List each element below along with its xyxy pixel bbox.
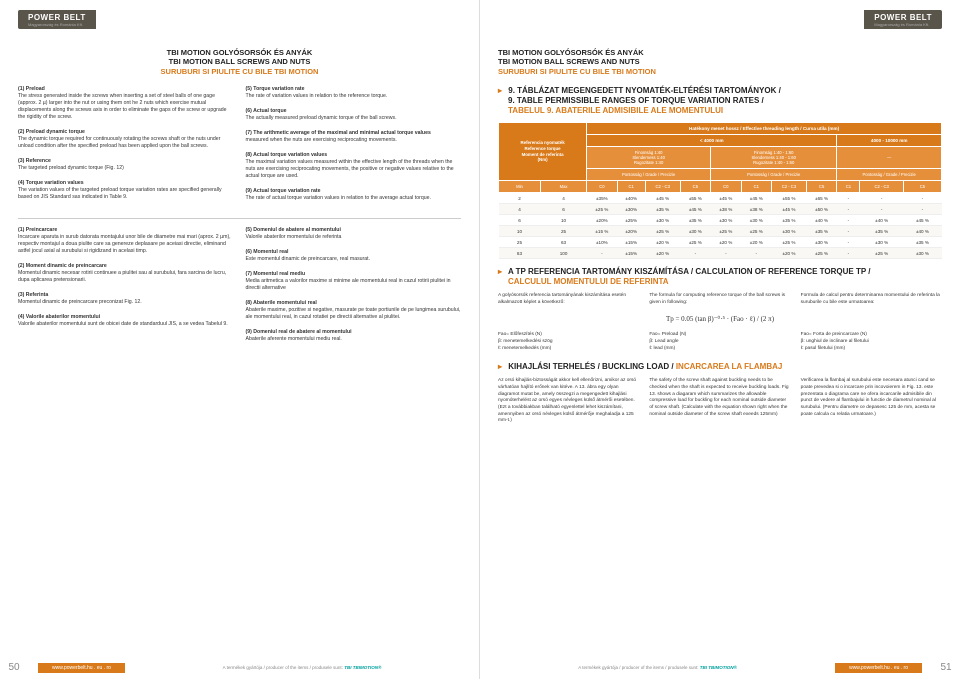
page-right: POWER BELT Magyarország és Románia Kft. …	[480, 0, 960, 679]
tp-formula: Tp = 0.05 (tan β)⁻⁰·⁵ · (Fao · ℓ) / (2 π…	[498, 315, 942, 323]
tp-legend: Fao= Előfeszítés (N)β: menetemelkedési s…	[498, 331, 942, 353]
brand-bar-right: POWER BELT Magyarország és Románia Kft.	[864, 10, 942, 29]
paragraph: (5) Torque variation rate The rate of va…	[246, 86, 462, 100]
brand-bar-left: POWER BELT Magyarország és Románia Kft.	[18, 10, 96, 29]
tp-intro-col: Formula de calcul pentru determinarea mo…	[801, 293, 942, 306]
arrow-icon: ▸	[498, 362, 502, 371]
paragraph: (8) Abaterile momentului real Abaterile …	[246, 300, 462, 321]
producer-left: A termékek gyártója / producer of the it…	[125, 665, 479, 670]
buckling-text: Az orsó kihajlás-biztosságát akkor kell …	[498, 378, 942, 425]
paragraph: (2) Preload dynamic torque The dynamic t…	[18, 129, 234, 150]
tbi-logo-icon: TBI	[344, 665, 351, 670]
defs-ro: (1) Preincarcare Incarcare aparuta in su…	[18, 227, 461, 351]
footer-left: 50 www.powerbelt.hu . eu . ro A termékek…	[0, 662, 479, 673]
col-b2: (5) Domeniul de abatere al momentului Va…	[246, 227, 462, 351]
paragraph: (2) Moment dinamic de preincarcare Momen…	[18, 263, 234, 284]
col-a2: (1) Preincarcare Incarcare aparuta in su…	[18, 227, 234, 351]
table-row: 2563±10%±15%±20 %±25 %±20 %±20 %±25 %±30…	[499, 237, 942, 248]
section-title-left: TBI MOTION GOLYÓSORSÓK ÉS ANYÁK TBI MOTI…	[18, 48, 461, 76]
paragraph: (5) Domeniul de abatere al momentului Va…	[246, 227, 462, 241]
table-side-label: Referencia nyomatékReference torqueMomen…	[499, 123, 587, 181]
brand-sub: Magyarország és Románia Kft.	[28, 22, 86, 27]
tbi-logo-icon: TBI	[700, 665, 707, 670]
brand-sub-r: Magyarország és Románia Kft.	[874, 22, 932, 27]
page-number-right: 51	[932, 662, 960, 673]
col-b: (5) Torque variation rate The rate of va…	[246, 86, 462, 210]
buckling-col: Az orsó kihajlás-biztosságát akkor kell …	[498, 378, 639, 425]
paragraph: (1) Preload The stress generated inside …	[18, 86, 234, 121]
url-bar-right: www.powerbelt.hu . eu . ro	[835, 663, 922, 673]
paragraph: (3) Referinta Momentul dinamic de preinc…	[18, 292, 234, 306]
table9-heading: ▸ 9. TÁBLÁZAT MEGENGEDETT NYOMATÉK-ELTÉR…	[498, 86, 942, 116]
table-row: 46±25 %±30%±35 %±45 %±38 %±38 %±45 %±50 …	[499, 204, 942, 215]
paragraph: (6) Momentul real Este momentul dinamic …	[246, 249, 462, 263]
paragraph: (9) Domeniul real de abatere al momentul…	[246, 329, 462, 343]
paragraph: (6) Actual torque The actually measured …	[246, 108, 462, 122]
tp-intro-col: A golyósorsók referencia tartományának k…	[498, 293, 639, 306]
page-left: POWER BELT Magyarország és Románia Kft. …	[0, 0, 480, 679]
page-number-left: 50	[0, 662, 28, 673]
table9: Referencia nyomatékReference torqueMomen…	[498, 122, 942, 259]
paragraph: (4) Torque variation values The variatio…	[18, 180, 234, 201]
legend-col: Fao= Preload (N)β: Lead angleℓ: lead (mm…	[649, 331, 790, 353]
tp-intro: A golyósorsók referencia tartományának k…	[498, 293, 942, 306]
footer-right: A termékek gyártója / producer of the it…	[480, 662, 960, 673]
paragraph: (8) Actual torque variation values The m…	[246, 152, 462, 180]
legend-col: Fao= Forta de preincarcare (N)β: unghiul…	[801, 331, 942, 353]
paragraph: (7) Momentul real mediu Media aritmetica…	[246, 271, 462, 292]
paragraph: (4) Valorile abaterilor momentului Valor…	[18, 314, 234, 328]
divider	[18, 218, 461, 219]
table-row: 1025±15 %±20%±25 %±30 %±25 %±25 %±30 %±3…	[499, 226, 942, 237]
url-bar-left: www.powerbelt.hu . eu . ro	[38, 663, 125, 673]
arrow-icon: ▸	[498, 267, 502, 276]
left-content: TBI MOTION GOLYÓSORSÓK ÉS ANYÁK TBI MOTI…	[18, 48, 461, 352]
buckling-col: The safety of the screw shaft against bu…	[649, 378, 790, 425]
paragraph: (7) The arithmetic average of the maxima…	[246, 130, 462, 144]
table-row: 24±35%±40%±45 %±55 %±45 %±45 %±55 %±65 %…	[499, 193, 942, 204]
defs-en: (1) Preload The stress generated inside …	[18, 86, 461, 210]
paragraph: (3) Reference The targeted preload dynam…	[18, 158, 234, 172]
right-content: TBI MOTION GOLYÓSORSÓK ÉS ANYÁK TBI MOTI…	[498, 48, 942, 425]
section-title-right: TBI MOTION GOLYÓSORSÓK ÉS ANYÁK TBI MOTI…	[498, 48, 942, 76]
buckling-heading: ▸ KIHAJLÁSI TERHELÉS / BUCKLING LOAD / I…	[498, 362, 942, 372]
paragraph: (9) Actual torque variation rate The rat…	[246, 188, 462, 202]
tp-heading: ▸ A TP REFERENCIA TARTOMÁNY KISZÁMÍTÁSA …	[498, 267, 942, 287]
tp-intro-col: The formula for computing reference torq…	[649, 293, 790, 306]
table-row: 610±20%±25%±30 %±35 %±30 %±30 %±35 %±40 …	[499, 215, 942, 226]
col-a: (1) Preload The stress generated inside …	[18, 86, 234, 210]
brand-name: POWER BELT	[28, 13, 86, 22]
buckling-col: Verificarea la flambaj al surubului este…	[801, 378, 942, 425]
brand-name-r: POWER BELT	[874, 13, 932, 22]
producer-right: A termékek gyártója / producer of the it…	[480, 665, 835, 670]
legend-col: Fao= Előfeszítés (N)β: menetemelkedési s…	[498, 331, 639, 353]
table-row: 63100-±15%±20 %---±20 %±25 %-±25 %±30 %	[499, 248, 942, 259]
arrow-icon: ▸	[498, 86, 502, 95]
paragraph: (1) Preincarcare Incarcare aparuta in su…	[18, 227, 234, 255]
